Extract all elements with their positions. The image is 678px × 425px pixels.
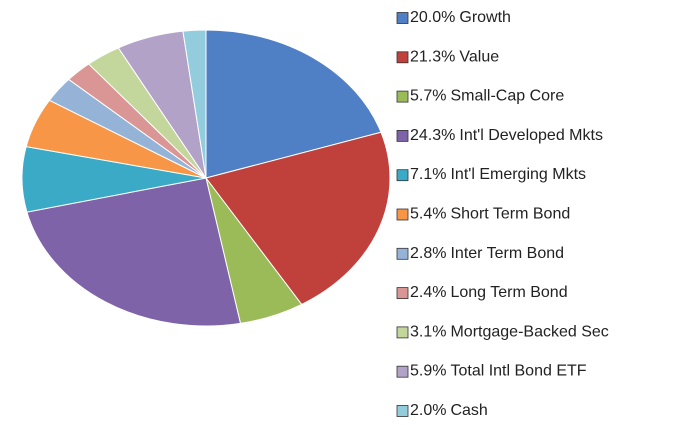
legend-category: Total Intl Bond ETF (450, 363, 586, 380)
legend-category: Inter Term Bond (450, 245, 564, 262)
legend-value: 5.7% (410, 88, 446, 105)
legend-swatch (396, 365, 409, 378)
legend-label: 3.1% Mortgage-Backed Sec (410, 324, 609, 341)
legend-swatch (396, 287, 409, 300)
legend-value: 2.4% (410, 284, 446, 301)
pie-slice (182, 29, 207, 179)
legend-value: 7.1% (410, 166, 446, 183)
legend-category: Value (459, 49, 499, 66)
legend-label: 5.9% Total Intl Bond ETF (410, 363, 587, 380)
legend-label: 2.0% Cash (410, 402, 488, 419)
legend-value: 21.3% (410, 49, 455, 66)
legend-category: Short Term Bond (450, 206, 570, 223)
legend-label: 21.3% Value (410, 49, 499, 66)
legend-swatch (396, 247, 409, 260)
legend-category: Cash (450, 402, 487, 419)
legend-swatch (396, 169, 409, 182)
legend-category: Int'l Emerging Mkts (450, 166, 586, 183)
legend-swatch (396, 326, 409, 339)
legend-value: 3.1% (410, 324, 446, 341)
legend-label: 5.4% Short Term Bond (410, 206, 570, 223)
legend-swatch (396, 129, 409, 142)
legend-label: 2.4% Long Term Bond (410, 284, 568, 301)
legend-category: Small-Cap Core (450, 88, 564, 105)
legend-category: Int'l Developed Mkts (459, 127, 603, 144)
legend-label: 7.1% Int'l Emerging Mkts (410, 166, 586, 183)
legend-category: Mortgage-Backed Sec (450, 324, 608, 341)
legend-label: 20.0% Growth (410, 9, 511, 26)
legend-value: 5.9% (410, 363, 446, 380)
legend-label: 24.3% Int'l Developed Mkts (410, 127, 603, 144)
legend-label: 5.7% Small-Cap Core (410, 88, 564, 105)
legend-value: 24.3% (410, 127, 455, 144)
legend-category: Growth (459, 9, 511, 26)
legend-value: 2.0% (410, 402, 446, 419)
legend-swatch (396, 208, 409, 221)
legend-category: Long Term Bond (450, 284, 567, 301)
legend-swatch (396, 405, 409, 417)
pie-slice (26, 177, 242, 327)
legend-value: 2.8% (410, 245, 446, 262)
pie-slice (205, 29, 382, 179)
legend-value: 5.4% (410, 206, 446, 223)
legend-value: 20.0% (410, 9, 455, 26)
pie-slice (205, 131, 391, 306)
legend-swatch (396, 51, 409, 64)
legend-swatch (396, 12, 409, 24)
legend-swatch (396, 90, 409, 103)
legend-label: 2.8% Inter Term Bond (410, 245, 564, 262)
